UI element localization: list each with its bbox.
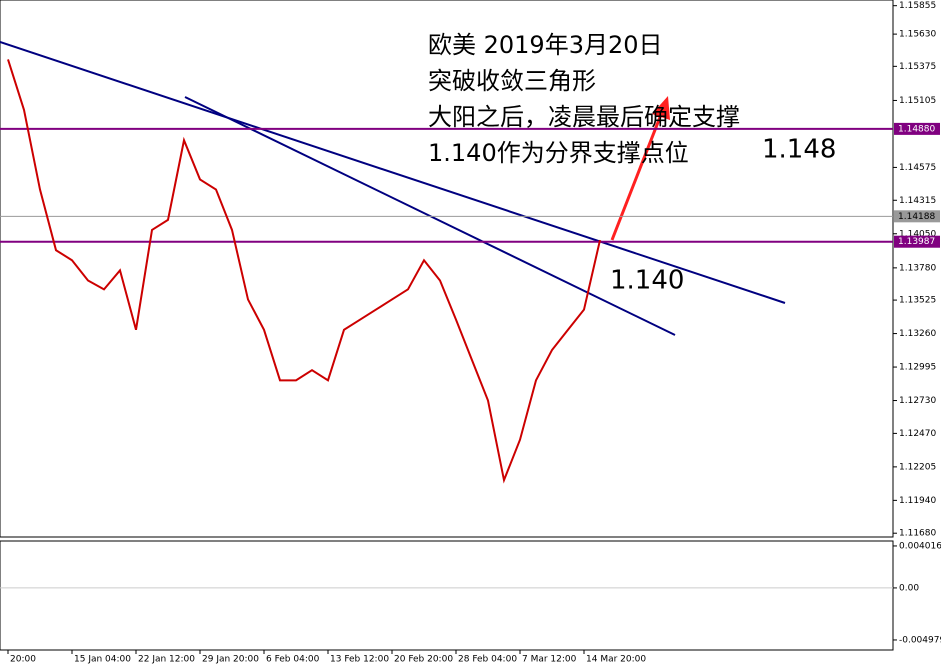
x-tick-label: 14 Mar 20:00	[586, 655, 646, 665]
annotation: 大阳之后，凌晨最后确定支撑	[428, 103, 740, 131]
y-tick-label: 1.14050	[899, 229, 936, 239]
trend-line	[0, 41, 786, 304]
arrow-head	[652, 96, 670, 120]
y-tick-label: 1.15855	[899, 1, 936, 11]
price-line	[7, 59, 601, 484]
arrow	[610, 111, 664, 241]
y-tick-label: 1.13780	[899, 263, 936, 273]
x-tick-label: 15 Jan 04:00	[74, 655, 131, 665]
level-label: 1.14880	[898, 124, 935, 134]
y-tick-label: 1.13260	[899, 329, 936, 339]
indicator-panel	[0, 540, 894, 651]
y-tick-label: 1.12995	[899, 363, 936, 373]
indicator-tick-label: 0.004016	[899, 541, 941, 551]
x-tick-label: 6 Feb 04:00	[266, 655, 320, 665]
x-tick-label: 20:00	[10, 655, 36, 665]
level-box	[894, 122, 940, 135]
x-tick-label: 29 Jan 20:00	[202, 655, 259, 665]
annotation: 1.140	[610, 266, 684, 296]
level-label: 1.13987	[898, 237, 935, 247]
x-tick-label: 13 Feb 12:00	[330, 655, 389, 665]
y-tick-label: 1.15375	[899, 62, 936, 72]
y-tick-label: 1.12205	[899, 462, 936, 472]
annotation: 1.140作为分界支撑点位	[428, 139, 689, 167]
x-tick-label: 7 Mar 12:00	[522, 655, 577, 665]
annotation: 突破收敛三角形	[428, 67, 596, 95]
y-tick-label: 1.15105	[899, 96, 936, 106]
annotation: 1.148	[762, 135, 836, 165]
y-tick-label: 1.12470	[899, 429, 936, 439]
level-label: 1.14188	[898, 212, 935, 222]
annotation: 欧美 2019年3月20日	[428, 31, 663, 59]
y-tick-label: 1.14575	[899, 163, 936, 173]
y-tick-label: 1.14315	[899, 196, 936, 206]
y-tick-label: 1.15630	[899, 30, 936, 40]
x-tick-label: 28 Feb 04:00	[458, 655, 517, 665]
y-tick-label: 1.11680	[899, 529, 936, 539]
level-box	[894, 235, 940, 248]
y-tick-label: 1.12730	[899, 396, 936, 406]
indicator-tick-label: 0.00	[899, 583, 919, 593]
level-box	[894, 210, 940, 223]
x-tick-label: 20 Feb 20:00	[394, 655, 453, 665]
x-tick-label: 22 Jan 12:00	[138, 655, 195, 665]
y-tick-label: 1.11940	[899, 496, 936, 506]
y-tick-label: 1.13525	[899, 296, 936, 306]
indicator-tick-label: -0.004979	[899, 635, 941, 645]
main-panel	[0, 0, 894, 538]
